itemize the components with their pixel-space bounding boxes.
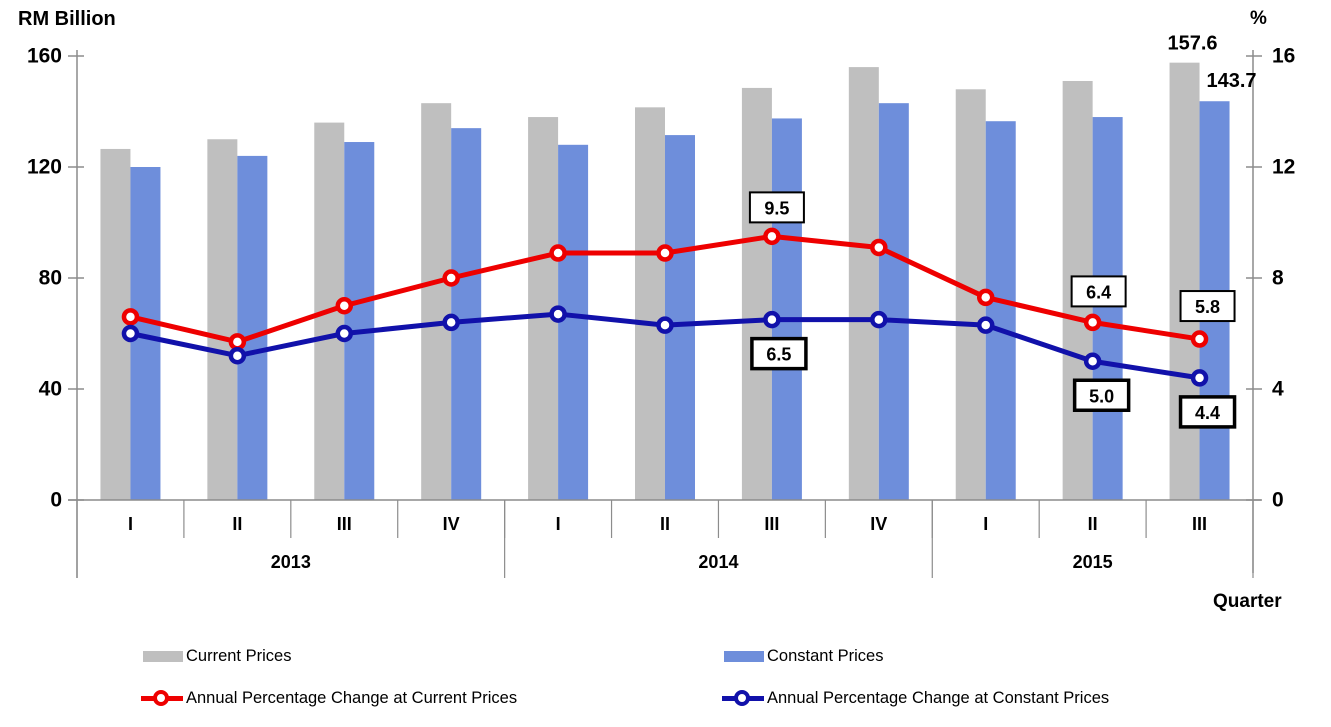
year-label: 2014 bbox=[698, 552, 738, 572]
legend-item-pct-constant-prices: Annual Percentage Change at Constant Pri… bbox=[722, 688, 1109, 708]
legend-label: Constant Prices bbox=[767, 646, 884, 665]
data-label-box bbox=[750, 336, 808, 371]
bar-current-prices bbox=[421, 103, 452, 501]
bar-constant-prices bbox=[878, 103, 909, 501]
bar-constant-prices bbox=[771, 118, 802, 500]
left-axis-tick-label: 160 bbox=[27, 45, 62, 68]
bar-current-prices bbox=[100, 148, 131, 500]
pct-line-constant-marker bbox=[442, 313, 460, 332]
pct-line-current-marker bbox=[656, 244, 674, 262]
x-axis-title: Quarter bbox=[1213, 591, 1282, 612]
pct-line-constant-marker bbox=[763, 310, 781, 329]
pct-line-current-marker bbox=[549, 244, 567, 262]
bar-constant-prices bbox=[558, 144, 589, 501]
year-label: 2013 bbox=[271, 552, 311, 572]
pct-line-current-marker bbox=[442, 269, 460, 287]
legend-swatch-pct-current-line-marker bbox=[141, 689, 183, 707]
quarter-label: III bbox=[764, 514, 779, 534]
year-label: 2015 bbox=[1073, 552, 1113, 572]
quarter-label: I bbox=[128, 514, 133, 534]
bar-constant-prices bbox=[451, 128, 482, 500]
data-label-value: 5.8 bbox=[1195, 297, 1220, 317]
quarter-label: II bbox=[232, 514, 242, 534]
pct-line-constant-marker bbox=[1190, 369, 1209, 387]
quarter-label: II bbox=[1088, 514, 1098, 534]
bar-current-prices bbox=[848, 67, 879, 500]
pct-line-current-marker bbox=[870, 238, 888, 257]
bar-value-label: 157.6 bbox=[1168, 33, 1218, 55]
pct-line-constant-marker bbox=[335, 324, 354, 343]
pct-line-constant-marker bbox=[1083, 352, 1102, 370]
legend-label: Annual Percentage Change at Constant Pri… bbox=[767, 688, 1110, 707]
data-label-box bbox=[1178, 395, 1237, 429]
pct-line-current-marker bbox=[976, 288, 995, 307]
data-label-value: 6.5 bbox=[766, 345, 791, 365]
right-axis-tick-label: 12 bbox=[1272, 156, 1295, 179]
bar-constant-prices bbox=[665, 135, 695, 500]
bar-current-prices bbox=[1169, 62, 1200, 500]
right-axis-tick-label: 4 bbox=[1272, 378, 1284, 401]
quarter-label: I bbox=[556, 514, 561, 534]
data-label-box bbox=[748, 191, 805, 224]
legend-swatch-pct-constant-line-marker bbox=[722, 689, 764, 707]
bar-constant-prices bbox=[344, 142, 375, 500]
left-axis-tick-label: 80 bbox=[39, 267, 62, 290]
data-label-box bbox=[1179, 290, 1236, 323]
quarter-label: IV bbox=[870, 514, 887, 534]
quarter-label: I bbox=[983, 514, 988, 534]
left-axis-title: RM Billion bbox=[18, 8, 116, 30]
legend-item-pct-current-prices: Annual Percentage Change at Current Pric… bbox=[141, 688, 517, 708]
right-axis-tick-label: 16 bbox=[1272, 45, 1295, 68]
pct-line-constant-marker bbox=[549, 305, 567, 323]
bar-value-label: 143.7 bbox=[1207, 70, 1257, 92]
pct-line-current-marker bbox=[228, 333, 247, 351]
bar-current-prices bbox=[635, 107, 665, 501]
left-axis-tick-label: 40 bbox=[39, 378, 62, 401]
bar-constant-prices bbox=[237, 155, 268, 500]
quarter-label: II bbox=[660, 514, 670, 534]
bar-current-prices bbox=[741, 87, 772, 500]
legend-swatch-constant-prices-bar bbox=[724, 650, 764, 662]
data-label-value: 9.5 bbox=[764, 198, 789, 218]
legend-item-current-prices: Current Prices bbox=[143, 646, 291, 666]
legend-label: Current Prices bbox=[186, 646, 292, 665]
legend-label: Annual Percentage Change at Current Pric… bbox=[186, 688, 518, 707]
left-axis-tick-label: 0 bbox=[50, 489, 62, 512]
data-label-box bbox=[1070, 275, 1127, 308]
right-axis-tick-label: 0 bbox=[1272, 489, 1284, 512]
pct-line-current-marker bbox=[763, 227, 781, 246]
right-axis-title: % bbox=[1250, 8, 1267, 29]
right-axis-tick-label: 8 bbox=[1272, 267, 1284, 290]
pct-line-current-marker bbox=[1083, 313, 1102, 332]
pct-line-current-marker bbox=[1190, 330, 1209, 348]
pct-line-constant-marker bbox=[228, 346, 247, 365]
pct-line-current-marker bbox=[121, 308, 140, 326]
pct-line-constant-marker bbox=[976, 316, 995, 334]
pct-line-constant-marker bbox=[870, 310, 888, 329]
legend-swatch-current-prices-bar bbox=[143, 650, 183, 662]
left-axis-tick-label: 120 bbox=[27, 156, 62, 179]
pct-line-constant-marker bbox=[656, 316, 674, 334]
data-label-value: 6.4 bbox=[1086, 282, 1111, 302]
bar-constant-prices bbox=[985, 121, 1016, 501]
data-label-box bbox=[1072, 378, 1131, 412]
data-label-value: 5.0 bbox=[1089, 386, 1114, 406]
quarter-label: III bbox=[1192, 514, 1207, 534]
pct-line-current-marker bbox=[335, 297, 354, 315]
bar-constant-prices bbox=[1092, 117, 1123, 501]
quarter-label: IV bbox=[443, 514, 460, 534]
pct-line-constant-marker bbox=[121, 324, 140, 343]
data-label-value: 4.4 bbox=[1195, 403, 1220, 423]
quarter-label: III bbox=[337, 514, 352, 534]
bar-current-prices bbox=[207, 139, 238, 500]
legend-item-constant-prices: Constant Prices bbox=[724, 646, 883, 666]
